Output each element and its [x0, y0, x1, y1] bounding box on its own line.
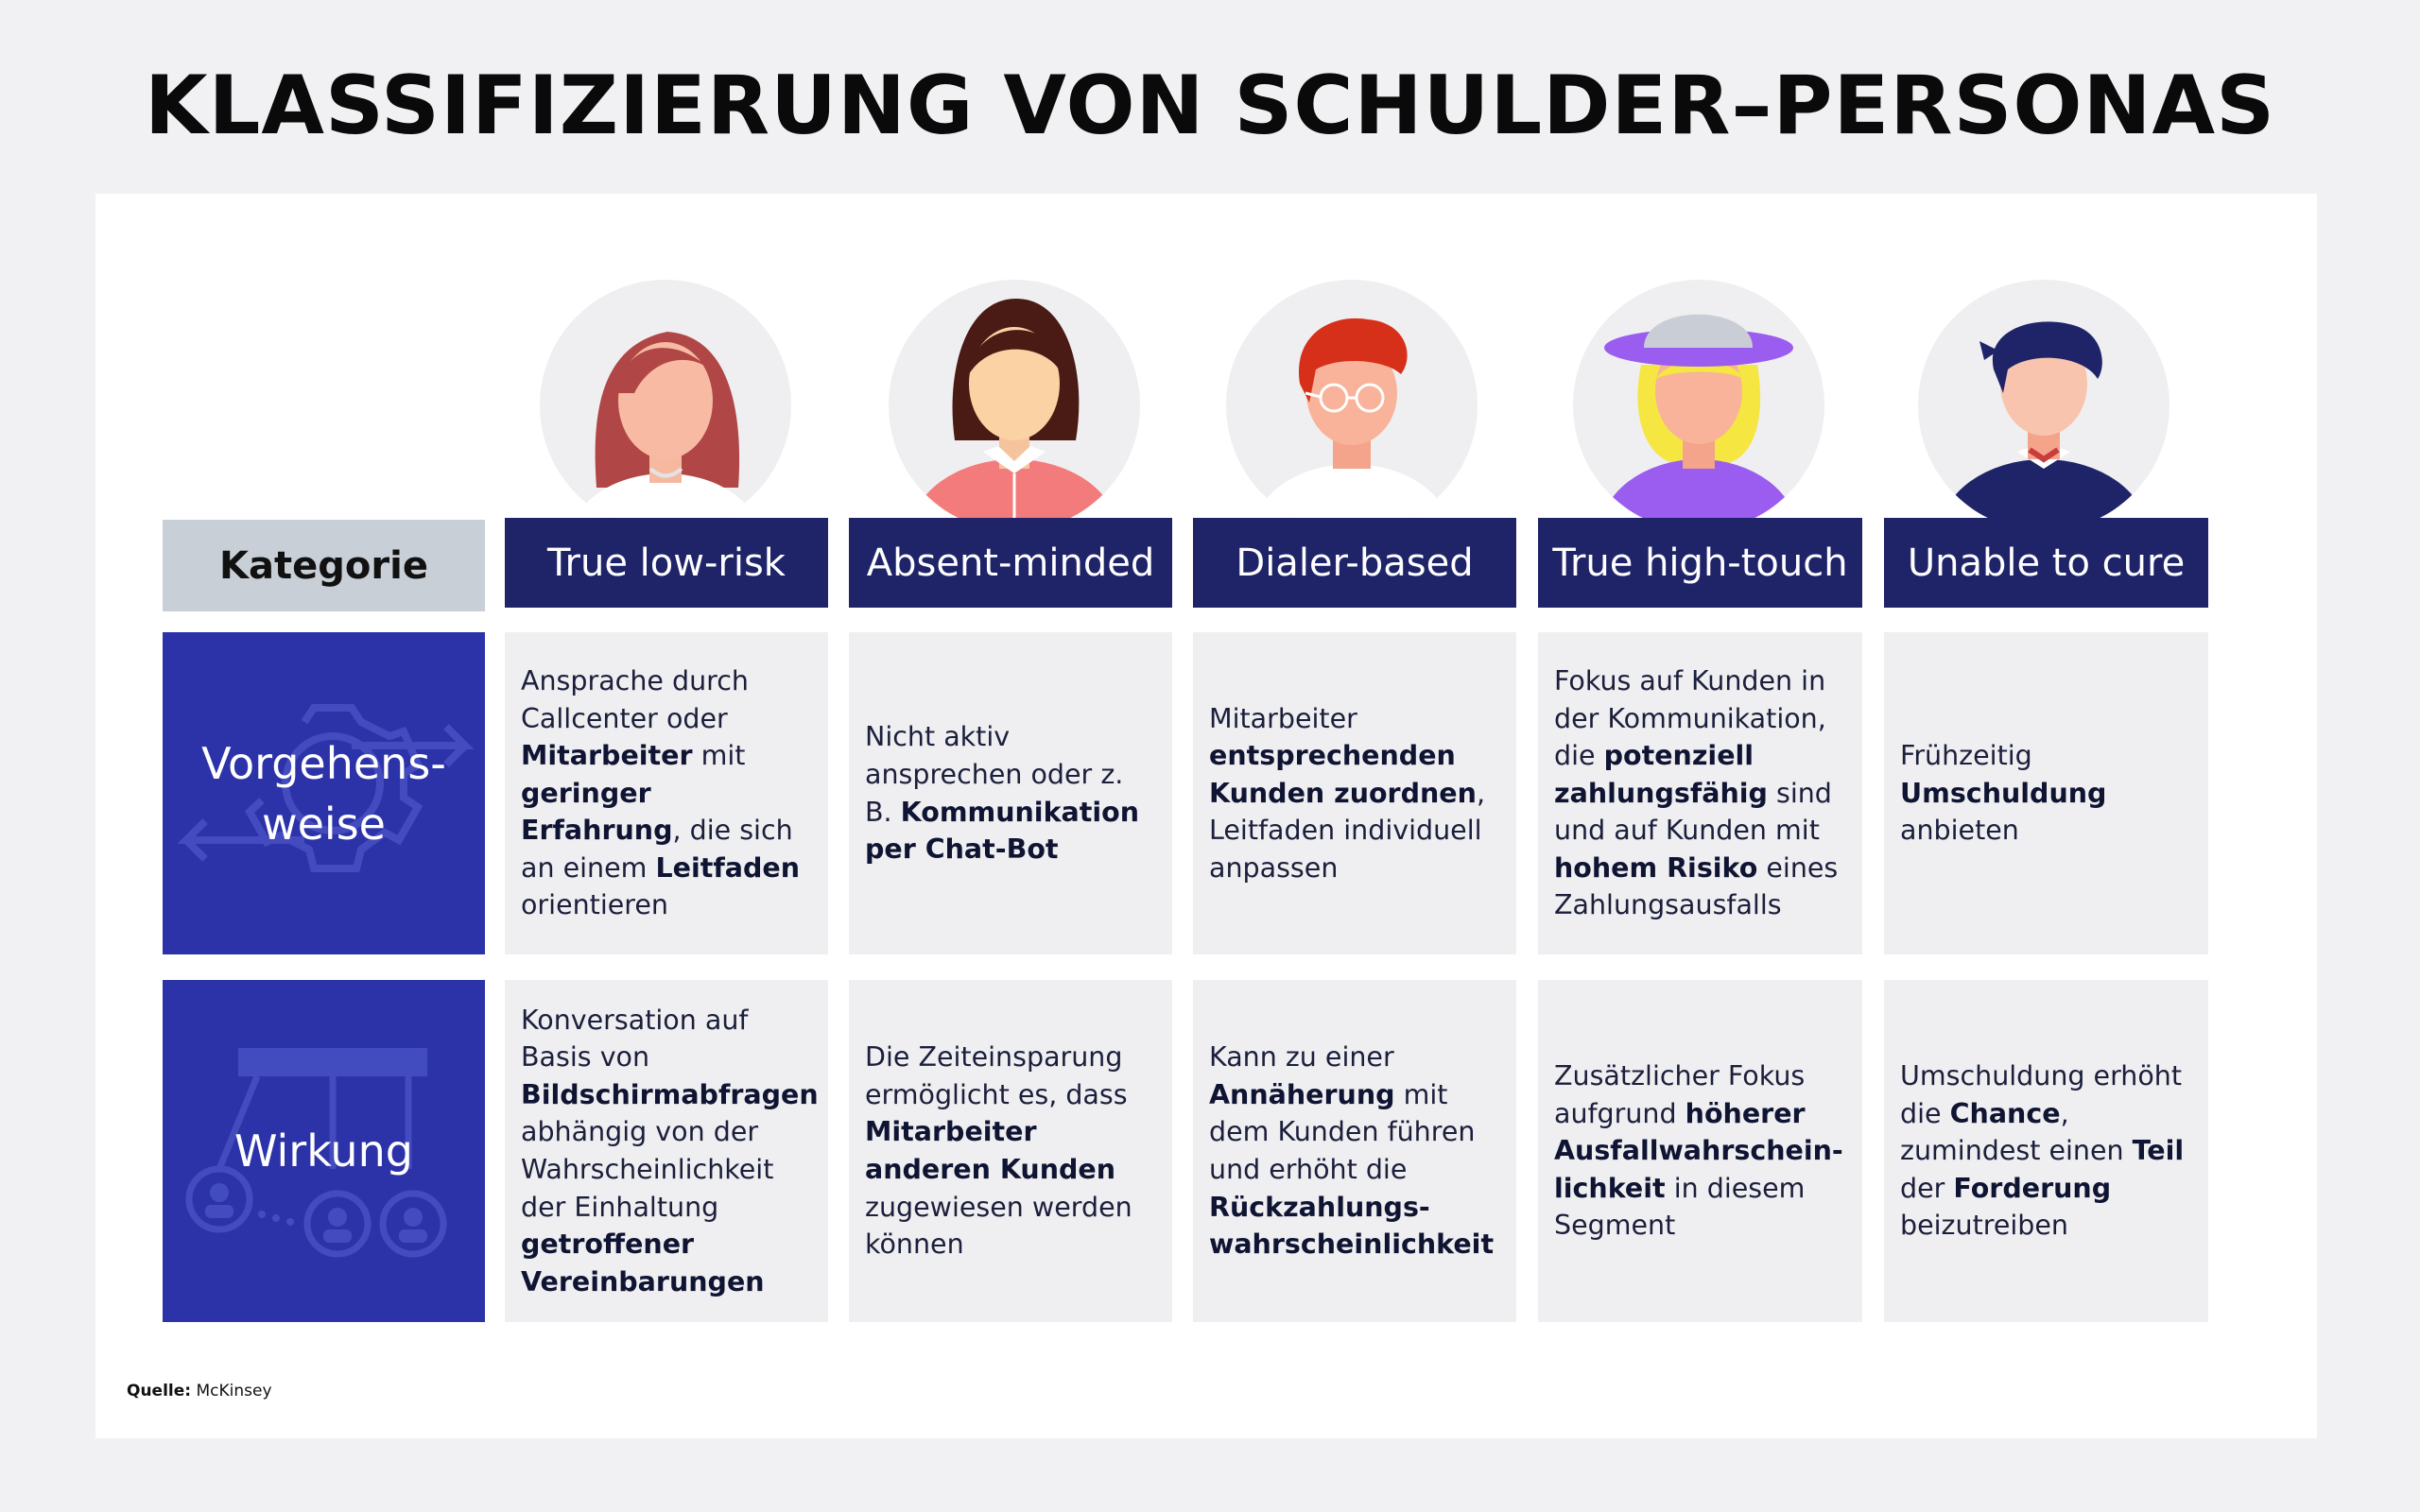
person-hat-yellow-hair-avatar-icon [1599, 314, 1798, 531]
avatar-unable-to-cure [1918, 280, 2169, 531]
persona-header-dialer-based: Dialer-based [1193, 518, 1516, 608]
cell-text: Fokus auf Kunden in der Kommunikation, d… [1554, 664, 1839, 921]
row-label-effect: Wirkung [163, 980, 485, 1322]
cell-text: Umschuldung erhöht die Chance, zumindest… [1900, 1060, 2185, 1242]
row-label-effect-text: Wirkung [234, 1125, 413, 1177]
approach-cell-dialer-based: Mitarbeiter entsprechenden Kunden zuordn… [1193, 632, 1516, 954]
cell-text: Frühzeitig Umschuldung anbieten [1900, 740, 2107, 847]
avatar-true-high-touch [1573, 280, 1824, 531]
man-navy-hair-avatar-icon [1940, 321, 2148, 531]
cell-text: Konversation auf Basis von Bildschirmabf… [521, 1004, 819, 1297]
category-header: Kategorie [163, 520, 485, 611]
persona-header-unable-to-cure: Unable to cure [1884, 518, 2208, 608]
avatar-dialer-based [1226, 280, 1478, 531]
effect-cell-true-high-touch: Zusätzlicher Fokus aufgrund höherer Ausf… [1538, 980, 1862, 1322]
persona-header-true-high-touch: True high-touch [1538, 518, 1862, 608]
man-glasses-red-hair-avatar-icon [1253, 318, 1451, 531]
persona-header-true-low-risk: True low-risk [505, 518, 828, 608]
cell-text: Die Zeiteinsparung ermöglicht es, dass M… [865, 1041, 1132, 1261]
cell-text: Kann zu einer Annäherung mit dem Kunden … [1209, 1041, 1495, 1261]
gear-arrows-icon [177, 704, 475, 872]
woman-dark-hair-avatar-icon [910, 299, 1118, 531]
effect-cell-unable-to-cure: Umschuldung erhöht die Chance, zumindest… [1884, 980, 2208, 1322]
people-connection-icon [185, 1048, 447, 1258]
source-value: McKinsey [196, 1382, 272, 1400]
approach-cell-true-high-touch: Fokus auf Kunden in der Kommunikation, d… [1538, 632, 1862, 954]
source-label: Quelle: [127, 1382, 192, 1400]
effect-cell-absent-minded: Die Zeiteinsparung ermöglicht es, dass M… [849, 980, 1172, 1322]
woman-red-hair-avatar-icon [571, 332, 760, 531]
cell-text: Ansprache durch Callcenter oder Mitarbei… [521, 664, 801, 921]
avatar-true-low-risk [540, 280, 791, 531]
approach-cell-unable-to-cure: Frühzeitig Umschuldung anbieten [1884, 632, 2208, 954]
approach-cell-absent-minded: Nicht aktiv ansprechen oder z. B. Kommun… [849, 632, 1172, 954]
cell-text: Zusätzlicher Fokus aufgrund höherer Ausf… [1554, 1060, 1843, 1242]
source-note: Quelle: McKinsey [127, 1382, 272, 1400]
cell-text: Nicht aktiv ansprechen oder z. B. Kommun… [865, 721, 1140, 866]
cell-text: Mitarbeiter entsprechenden Kunden zuordn… [1209, 702, 1485, 884]
effect-cell-true-low-risk: Konversation auf Basis von Bildschirmabf… [505, 980, 828, 1322]
page-title: KLASSIFIZIERUNG VON SCHULDER–PERSONAS [144, 59, 2276, 153]
row-label-approach: Vorgehens- weise [163, 632, 485, 954]
persona-header-absent-minded: Absent-minded [849, 518, 1172, 608]
avatar-absent-minded [889, 280, 1140, 531]
effect-cell-dialer-based: Kann zu einer Annäherung mit dem Kunden … [1193, 980, 1516, 1322]
row-label-approach-text: Vorgehens- weise [201, 737, 446, 850]
approach-cell-true-low-risk: Ansprache durch Callcenter oder Mitarbei… [505, 632, 828, 954]
